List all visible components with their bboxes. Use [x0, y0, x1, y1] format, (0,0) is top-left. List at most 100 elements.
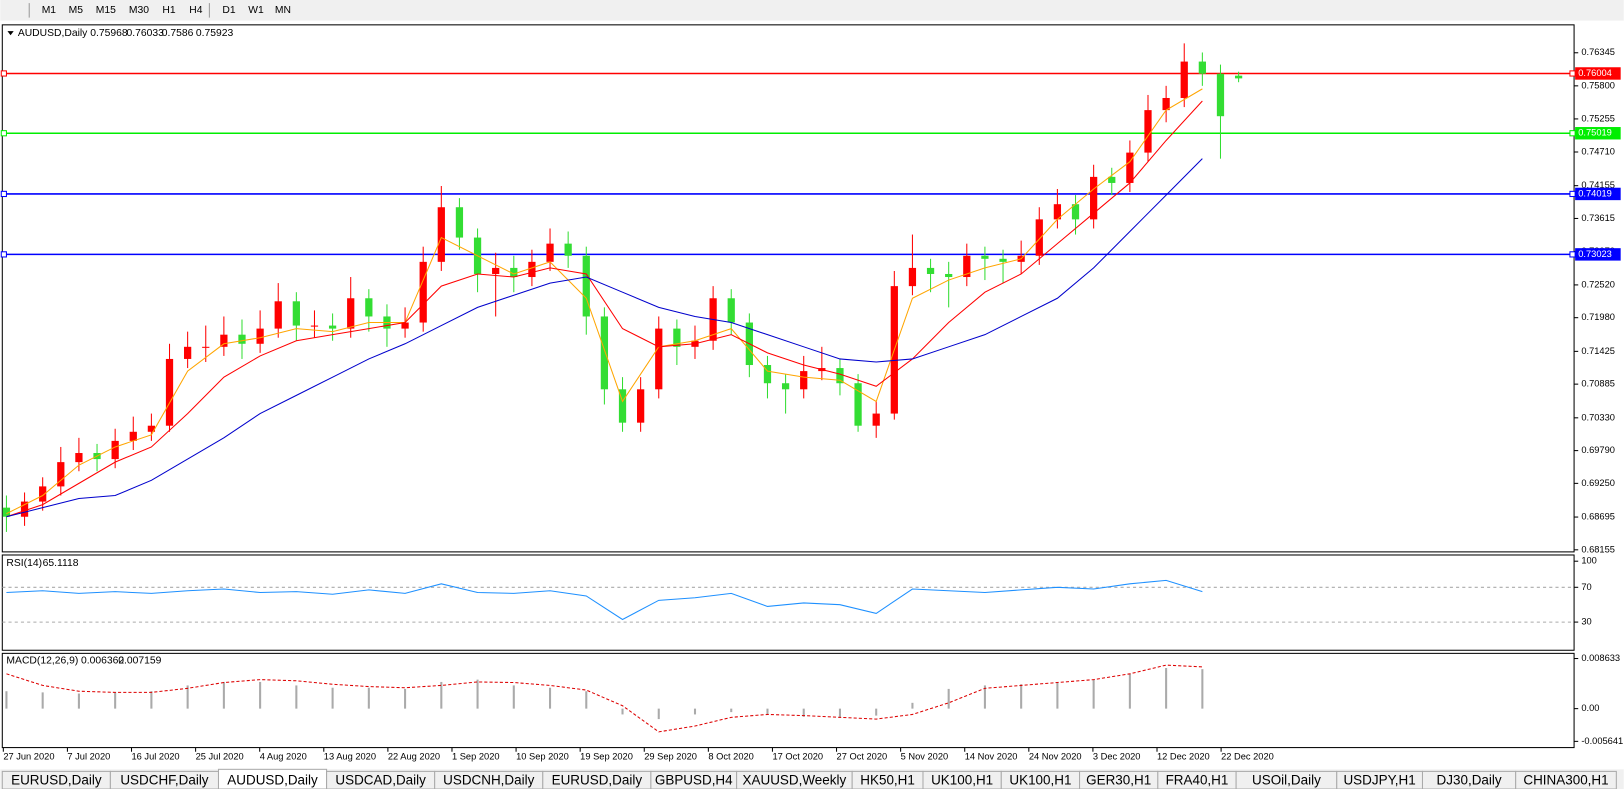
date-label: 27 Jun 2020: [3, 751, 54, 761]
timeframe-button[interactable]: M30: [129, 5, 149, 16]
level-handle[interactable]: [1569, 70, 1576, 77]
candle-body: [673, 328, 681, 347]
tab-label[interactable]: FRA40,H1: [1166, 772, 1229, 787]
candle-body: [528, 261, 536, 278]
level-handle[interactable]: [0, 70, 7, 77]
chart-window: [0, 20, 1624, 772]
y-tick-label: 0.74710: [1581, 146, 1615, 156]
tab-label[interactable]: HK50,H1: [860, 772, 915, 787]
moving-average: [6, 158, 1203, 518]
y-tick-label: 0.69790: [1581, 445, 1615, 455]
tab-label[interactable]: DJ30,Daily: [1437, 772, 1502, 787]
candle-body: [1234, 75, 1243, 79]
candle-body: [274, 301, 282, 329]
level-handle[interactable]: [1569, 130, 1576, 137]
timeframe-button[interactable]: W1: [248, 5, 264, 16]
candle-body: [310, 325, 319, 327]
timeframe-button[interactable]: MN: [275, 5, 291, 16]
candle-body: [1216, 73, 1225, 117]
tab-label[interactable]: USOil,Daily: [1252, 772, 1321, 787]
tab-label[interactable]: GER30,H1: [1086, 772, 1151, 787]
candle-body: [763, 365, 772, 384]
candle-body: [492, 267, 500, 274]
level-handle[interactable]: [1569, 251, 1576, 258]
y-tick-label: 0.71425: [1581, 346, 1615, 356]
candle-body: [1053, 204, 1062, 220]
candle-body: [147, 425, 156, 432]
candle-body: [800, 371, 808, 390]
tab-label[interactable]: AUDUSD,Daily: [227, 772, 318, 787]
tab[interactable]: [1515, 770, 1617, 789]
candle-body: [999, 258, 1007, 262]
tab-label[interactable]: UK100,H1: [1009, 772, 1071, 787]
candle-body: [564, 243, 572, 256]
candle-body: [111, 440, 119, 460]
y-tick-label: 0.73615: [1581, 213, 1615, 223]
candle-body: [510, 267, 518, 278]
level-handle[interactable]: [0, 130, 7, 137]
candle-body: [1071, 204, 1080, 220]
menu-arrow[interactable]: [7, 31, 14, 36]
candle-body: [184, 346, 192, 359]
close: 0.75923: [196, 28, 234, 39]
date-label: 19 Sep 2020: [580, 751, 633, 761]
tab-label[interactable]: EURUSD,Daily: [11, 772, 102, 787]
date-label: 10 Sep 2020: [516, 751, 569, 761]
candle-body: [836, 368, 844, 384]
date-label: 12 Dec 2020: [1157, 751, 1210, 761]
date-label: 5 Nov 2020: [901, 751, 949, 761]
candle-body: [1090, 176, 1098, 220]
y-tick-label: 0.70885: [1581, 379, 1615, 389]
candle-body: [1198, 61, 1206, 74]
timeframe-button[interactable]: M1: [42, 5, 57, 16]
date-label: 3 Dec 2020: [1093, 751, 1141, 761]
y-tick-label: 0.008633: [1581, 653, 1620, 663]
candle-body: [129, 431, 137, 441]
candle-body: [963, 255, 971, 278]
tab-label[interactable]: XAUUSD,Weekly: [743, 772, 847, 787]
level-price: 0.74019: [1578, 188, 1612, 198]
candle-body: [165, 358, 174, 426]
level-handle[interactable]: [0, 251, 7, 258]
tab-label[interactable]: USDCHF,Daily: [120, 772, 208, 787]
candle-body: [546, 243, 554, 262]
tab-label[interactable]: USDCAD,Daily: [335, 772, 426, 787]
timeframe-button[interactable]: M5: [69, 5, 84, 16]
candle-body: [328, 325, 337, 329]
timeframe-button[interactable]: H1: [162, 5, 175, 16]
date-label: 22 Dec 2020: [1221, 751, 1274, 761]
tab-label[interactable]: CHINA300,H1: [1523, 772, 1608, 787]
y-tick-label: 0.69250: [1581, 478, 1615, 488]
tab-label[interactable]: GBPUSD,H4: [655, 772, 733, 787]
candle-body: [926, 267, 935, 274]
date-label: 29 Sep 2020: [644, 751, 697, 761]
date-label: 14 Nov 2020: [965, 751, 1018, 761]
low: 0.7586: [162, 28, 194, 39]
tab-label[interactable]: USDCNH,Daily: [443, 772, 534, 787]
y-tick-label: 0.72520: [1581, 279, 1615, 289]
symbol: AUDUSD,Daily: [18, 28, 88, 39]
level-price-box: [1575, 187, 1621, 201]
tab-label[interactable]: EURUSD,Daily: [552, 772, 643, 787]
timeframe-button[interactable]: H4: [189, 5, 202, 16]
y-tick-label: -0.005641: [1581, 736, 1623, 746]
candle-body: [945, 273, 953, 278]
candle-body: [854, 383, 862, 426]
level-handle[interactable]: [0, 190, 7, 198]
tab-label[interactable]: USDJPY,H1: [1343, 772, 1415, 787]
timeframe-button[interactable]: M15: [96, 5, 116, 16]
candle-body: [202, 346, 210, 348]
macd-main: 0.006362: [81, 655, 124, 666]
level-price: 0.75019: [1578, 128, 1612, 138]
candle-body: [637, 389, 645, 423]
date-label: 22 Aug 2020: [388, 751, 440, 761]
candle-body: [57, 462, 65, 487]
timeframe-button[interactable]: D1: [222, 5, 235, 16]
tab-label[interactable]: UK100,H1: [931, 772, 993, 787]
level-price: 0.73023: [1578, 249, 1612, 259]
level-handle[interactable]: [1569, 190, 1576, 198]
candle-body: [365, 298, 373, 317]
candle-body: [256, 328, 264, 344]
candle-body: [872, 413, 880, 426]
